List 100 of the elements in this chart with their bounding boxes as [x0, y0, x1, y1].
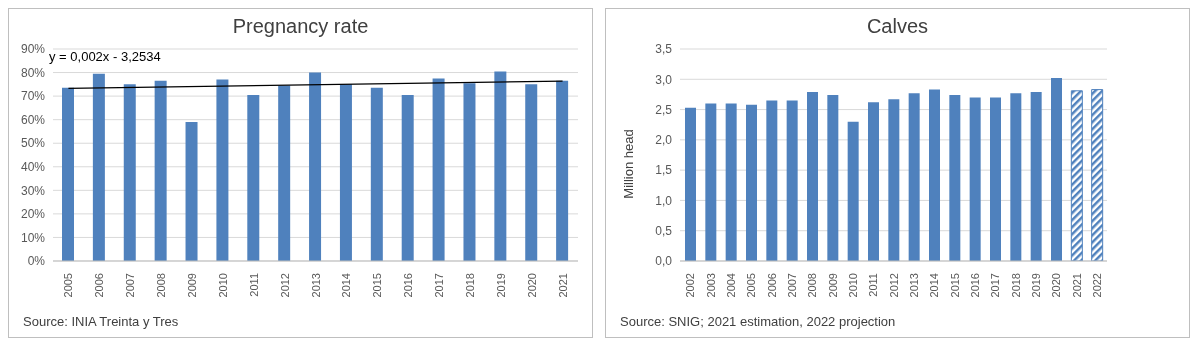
x-tick-label: 2016 [402, 273, 415, 298]
x-tick-label: 2010 [216, 273, 229, 298]
x-tick-label: 2005 [745, 273, 758, 298]
bar [339, 84, 352, 261]
x-tick-label: 2018 [463, 273, 476, 298]
y-tick-label: 40% [20, 160, 46, 175]
x-tick-label: 2008 [155, 273, 168, 298]
bar [766, 100, 778, 261]
annotation: y = 0,002x - 3,2534 [49, 49, 161, 64]
chart-title: Pregnancy rate [231, 15, 370, 39]
bar [1051, 78, 1062, 261]
x-tick-label: 2019 [1029, 273, 1042, 298]
bar [929, 89, 940, 261]
bar [847, 121, 859, 261]
bar [370, 87, 383, 261]
x-tick-label: 2014 [340, 273, 353, 298]
bar [969, 97, 981, 261]
y-axis-title: Million head [620, 129, 636, 199]
bar [401, 94, 414, 261]
bar [154, 80, 167, 261]
bar [1070, 90, 1083, 261]
x-tick-label: 2006 [93, 273, 106, 298]
bar [278, 85, 291, 261]
x-tick-label: 2015 [948, 273, 961, 298]
bar [746, 104, 757, 261]
bar [725, 103, 737, 261]
bar [216, 79, 229, 261]
y-tick-label: 0% [27, 254, 46, 269]
bar [1030, 92, 1042, 261]
bar [705, 103, 717, 261]
x-tick-label: 2011 [247, 273, 260, 297]
x-tick-label: 2019 [494, 273, 507, 298]
bar [525, 84, 538, 261]
bar [1010, 93, 1022, 261]
bar [807, 92, 818, 261]
x-tick-label: 2018 [1009, 273, 1022, 298]
x-tick-label: 2013 [907, 273, 920, 298]
x-tick-label: 2006 [765, 273, 778, 298]
y-tick-label: 80% [20, 65, 46, 80]
bar [247, 94, 260, 261]
bar [868, 102, 879, 261]
x-tick-label: 2014 [928, 273, 941, 298]
bar [309, 72, 322, 261]
x-tick-label: 2016 [968, 273, 981, 298]
x-tick-label: 2017 [989, 273, 1002, 298]
y-tick-label: 60% [20, 112, 46, 127]
x-tick-label: 2022 [1090, 273, 1103, 298]
x-tick-label: 2010 [846, 273, 859, 298]
x-tick-label: 2021 [1070, 273, 1083, 298]
x-tick-label: 2005 [62, 273, 75, 298]
x-tick-label: 2017 [433, 273, 446, 298]
bar [185, 122, 198, 261]
x-tick-label: 2009 [826, 273, 839, 298]
y-tick-label: 0,5 [655, 223, 673, 238]
y-tick-label: 3,5 [655, 42, 673, 57]
bar [432, 78, 445, 261]
x-tick-label: 2020 [1050, 273, 1063, 298]
x-tick-label: 2011 [867, 273, 880, 297]
bar [949, 95, 961, 261]
y-tick-label: 20% [20, 207, 46, 222]
y-tick-label: 1,5 [655, 163, 673, 178]
x-tick-label: 2007 [124, 273, 137, 298]
x-tick-label: 2007 [785, 273, 798, 298]
x-tick-label: 2002 [684, 273, 697, 298]
x-tick-label: 2021 [556, 273, 569, 298]
x-tick-label: 2008 [806, 273, 819, 298]
source-note: Source: INIA Treinta y Tres [23, 314, 179, 329]
bar [92, 73, 105, 261]
x-tick-label: 2003 [704, 273, 717, 298]
y-tick-label: 2,5 [655, 102, 673, 117]
y-tick-label: 0,0 [655, 254, 673, 269]
bar [888, 99, 900, 261]
bar [990, 97, 1001, 261]
y-tick-label: 70% [20, 89, 46, 104]
bar [494, 71, 507, 261]
x-tick-label: 2015 [371, 273, 384, 298]
x-tick-label: 2012 [887, 273, 900, 298]
x-tick-label: 2020 [525, 273, 538, 298]
y-tick-label: 2,0 [655, 133, 673, 148]
bar [786, 100, 798, 261]
y-tick-label: 50% [20, 136, 46, 151]
x-tick-label: 2012 [278, 273, 291, 298]
bar [827, 95, 839, 261]
bar [1091, 89, 1104, 261]
x-tick-label: 2004 [724, 273, 737, 298]
y-tick-label: 10% [20, 230, 46, 245]
bar [685, 107, 696, 261]
y-tick-label: 90% [20, 42, 46, 57]
bar [908, 93, 920, 261]
y-tick-label: 1,0 [655, 193, 673, 208]
y-tick-label: 3,0 [655, 72, 673, 87]
bar [123, 84, 136, 261]
source-note: Source: SNIG; 2021 estimation, 2022 projection [620, 314, 896, 329]
y-tick-label: 30% [20, 183, 46, 198]
x-tick-label: 2013 [309, 273, 322, 298]
x-tick-label: 2009 [185, 273, 198, 298]
bar [556, 80, 569, 261]
chart-title: Calves [865, 15, 930, 39]
bar [463, 83, 476, 261]
bar [62, 87, 74, 261]
